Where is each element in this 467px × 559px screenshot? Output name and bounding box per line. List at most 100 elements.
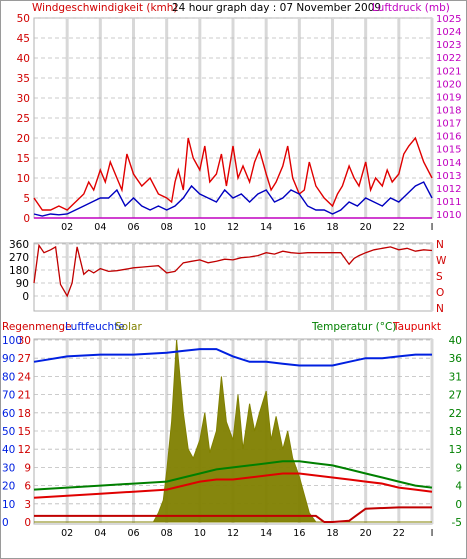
pressure-y-tick-label: 1017 (436, 119, 461, 130)
wind-direction-line (33, 243, 433, 298)
temperature-y-tick-label: 18 (449, 426, 462, 438)
chart-title: 24 hour graph day : 07 November 2009 (172, 2, 381, 14)
humidity-y-tick-label: 50 (2, 426, 15, 438)
rain-y-tick-label: 3 (24, 499, 31, 511)
x-tick-label: 12 (227, 222, 239, 233)
temperature-legend-label: Temperatur (°C) (311, 321, 396, 333)
x-tick-label: 04 (94, 222, 106, 233)
rain-y-tick-label: 0 (24, 517, 31, 529)
x-tick-label: 14 (260, 222, 272, 233)
rain-legend-label: Regenmenge (2, 321, 72, 333)
x-tick-label: 16 (293, 528, 305, 539)
humidity-y-tick-label: 0 (2, 517, 9, 529)
dewpoint-legend-label: Taupunkt (392, 321, 441, 333)
x-tick-label: 06 (127, 222, 139, 233)
wind-y-tick-label: 20 (17, 133, 30, 145)
humidity-y-tick-label: 60 (2, 408, 15, 420)
rain-y-tick-label: 24 (18, 371, 32, 383)
wind-average-line (33, 181, 433, 217)
wind-y-tick-label: 50 (17, 13, 30, 25)
x-tick-label: 16 (293, 222, 305, 233)
wind-y-tick-label: 45 (17, 33, 30, 45)
pressure-y-tick-label: 1021 (436, 66, 461, 77)
pressure-y-tick-label: 1016 (436, 132, 461, 143)
temperature-y-axis: -5 0 4 9 13 18 22 27 31 36 40 (449, 335, 463, 529)
rain-y-tick-label: 27 (18, 353, 31, 365)
pressure-y-tick-label: 1019 (436, 92, 461, 103)
humidity-y-tick-label: 30 (2, 462, 15, 474)
temperature-y-tick-label: 9 (455, 462, 462, 474)
x-tick-label: 22 (393, 528, 405, 539)
x-tick-label: 02 (61, 528, 73, 539)
direction-y-tick-label: 360 (9, 239, 29, 251)
x-tick-label: I (431, 222, 434, 233)
rain-y-tick-label: 18 (18, 408, 31, 420)
temperature-line (33, 460, 433, 491)
solar-legend-label: Solar (115, 321, 142, 333)
humidity-y-tick-label: 20 (2, 481, 15, 493)
climate-series-layer (33, 339, 433, 523)
x-tick-label: 22 (393, 222, 405, 233)
temperature-y-tick-label: 4 (455, 481, 462, 493)
temperature-y-tick-label: 31 (449, 371, 462, 383)
pressure-y-tick-label: 1022 (436, 53, 461, 64)
direction-y-tick-label: 270 (9, 252, 29, 264)
pressure-y-tick-label: 1011 (436, 197, 461, 208)
compass-label: W (436, 255, 447, 267)
humidity-y-tick-label: 100 (2, 335, 22, 347)
pressure-y-tick-label: 1014 (436, 158, 461, 169)
rain-y-tick-label: 6 (24, 481, 31, 493)
rain-y-tick-label: 21 (18, 390, 31, 402)
humidity-y-tick-label: 80 (2, 371, 15, 383)
pressure-y-tick-label: 1023 (436, 40, 461, 51)
rain-y-tick-label: 9 (24, 462, 31, 474)
temperature-y-tick-label: 27 (449, 390, 462, 402)
wind-y-tick-label: 15 (17, 153, 30, 165)
x-tick-label: 10 (194, 528, 206, 539)
compass-label: N (436, 239, 444, 251)
rain-y-tick-label: 12 (18, 444, 31, 456)
dewpoint-line (33, 472, 433, 499)
pressure-y-tick-label: 1010 (436, 210, 461, 221)
direction-y-tick-label: 90 (16, 278, 29, 290)
x-tick-label: 08 (161, 528, 173, 539)
x-tick-label: 18 (326, 528, 338, 539)
x-tick-label: 10 (194, 222, 206, 233)
wind-grid (34, 17, 434, 219)
compass-label: O (436, 287, 444, 299)
wind-y-tick-label: 0 (23, 213, 30, 225)
direction-y-tick-label: 180 (9, 265, 29, 277)
x-tick-label: 20 (360, 222, 372, 233)
wind-gust-line (33, 136, 433, 211)
wind-y-tick-label: 35 (17, 73, 30, 85)
wind-y-tick-label: 10 (17, 173, 30, 185)
humidity-y-tick-label: 90 (2, 353, 15, 365)
wind-y-tick-label: 30 (17, 93, 30, 105)
climate-x-axis: 02 04 06 08 10 12 14 16 18 20 22 I (61, 528, 433, 539)
pressure-y-tick-label: 1020 (436, 79, 461, 90)
x-tick-label: 04 (94, 528, 106, 539)
wind-y-tick-label: 40 (17, 53, 30, 65)
wind-x-axis: 02 04 06 08 10 12 14 16 18 20 22 I (61, 222, 433, 233)
temperature-y-tick-label: 0 (455, 499, 462, 511)
humidity-y-axis: 0 10 20 30 40 50 60 70 80 90 100 (2, 335, 22, 529)
temperature-y-tick-label: 40 (449, 335, 462, 347)
x-tick-label: 18 (326, 222, 338, 233)
temperature-y-tick-label: 13 (449, 444, 462, 456)
rain-y-axis: 0 3 6 9 12 15 18 21 24 27 30 (18, 335, 32, 529)
x-tick-label: 02 (61, 222, 73, 233)
wind-label: Windgeschwindigkeit (kmh) (32, 2, 178, 14)
pressure-label: Luftdruck (mb) (372, 2, 450, 14)
pressure-y-tick-label: 1012 (436, 184, 461, 195)
wind-y-tick-label: 5 (23, 193, 30, 205)
rain-y-tick-label: 15 (18, 426, 31, 438)
humidity-y-tick-label: 40 (2, 444, 15, 456)
pressure-y-tick-label: 1018 (436, 106, 461, 117)
wind-y-tick-label: 25 (17, 113, 30, 125)
wind-series-layer (33, 136, 433, 219)
x-tick-label: 12 (227, 528, 239, 539)
